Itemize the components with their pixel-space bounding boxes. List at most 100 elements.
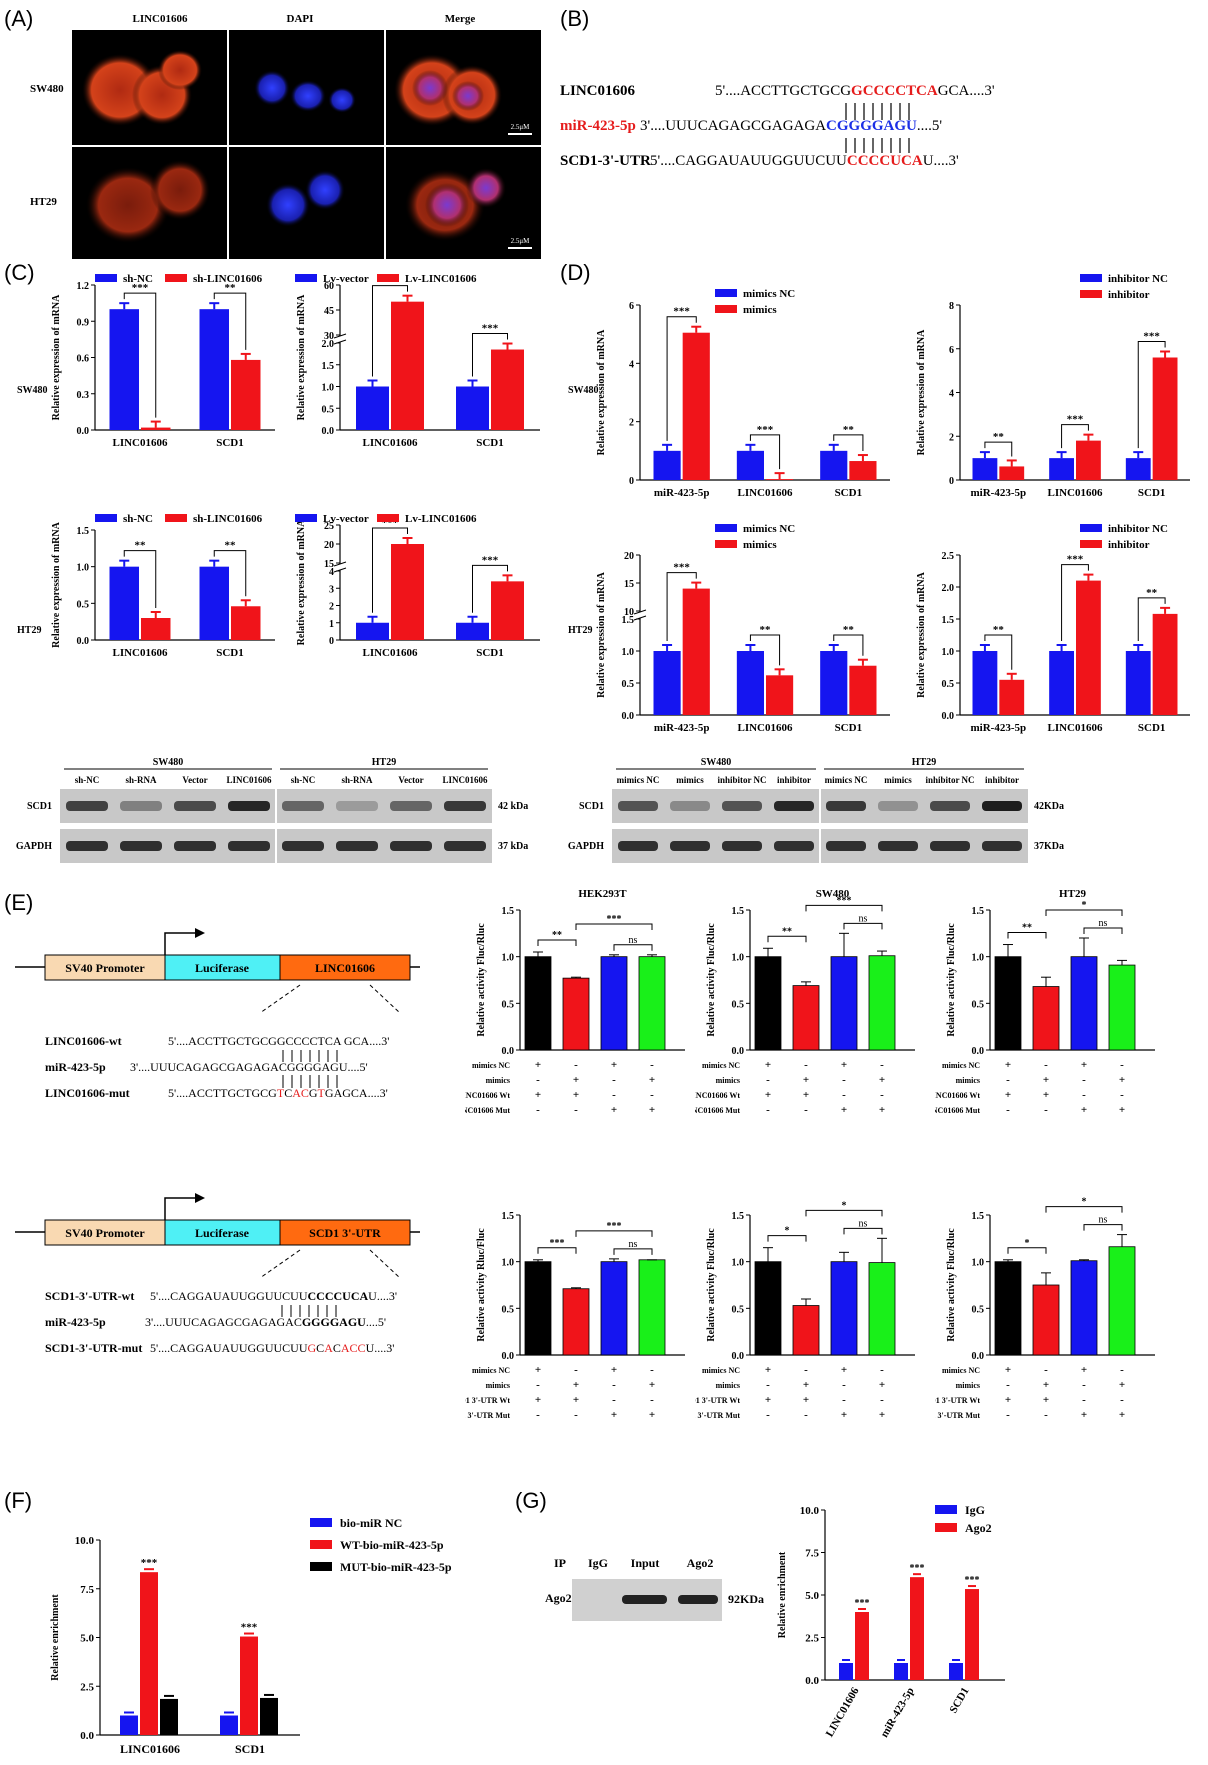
- table-cell: +: [1005, 1364, 1011, 1376]
- x-tick-label: SCD1: [947, 1686, 971, 1716]
- legend-label: bio-miR NC: [340, 1516, 402, 1530]
- table-cell: +: [573, 1394, 579, 1406]
- legend-label: MUT-bio-miR-423-5p: [340, 1560, 452, 1574]
- y-tick-label: 0.5: [732, 1304, 745, 1315]
- panel-label-c: (C): [4, 260, 35, 285]
- table-row-label: SCD1 3'-UTR Wt: [695, 1396, 740, 1405]
- legend-swatch: [1080, 290, 1102, 298]
- table-cell: -: [612, 1074, 616, 1086]
- table-cell: -: [612, 1379, 616, 1391]
- blot-band: [282, 801, 324, 811]
- seq-row-text: 5'....ACCTTGCTGCGGCCCCTCA GCA....3': [168, 1034, 389, 1048]
- blot-band: [670, 801, 710, 811]
- blot-group-label: HT29: [912, 757, 936, 768]
- bar: [562, 977, 590, 1051]
- seq-row-label: SCD1-3'-UTR-wt: [45, 1289, 134, 1303]
- table-cell: -: [574, 1409, 578, 1421]
- y-tick-label: 0.5: [972, 999, 985, 1010]
- sequence-text: 5'....ACCTTGCTGCGGCCCCTCAGCA....3': [715, 83, 995, 99]
- chart-c4: Relative expression of mRNA 0 1 2 3 415 20 25 **…: [295, 513, 540, 659]
- table-cell: +: [1005, 1089, 1011, 1101]
- bar: [199, 566, 229, 640]
- blot-band: [444, 801, 486, 811]
- table-cell: +: [1119, 1104, 1125, 1116]
- table-cell: +: [535, 1394, 541, 1406]
- table-cell: -: [880, 1394, 884, 1406]
- table-cell: +: [803, 1089, 809, 1101]
- sig-label: **: [1146, 587, 1158, 599]
- y-tick-label: 1.0: [622, 647, 635, 658]
- y-tick-label: 1.5: [732, 1211, 745, 1222]
- chart-title: HEK293T: [578, 888, 627, 900]
- table-row-label: mimics NC: [472, 1366, 510, 1375]
- y-tick-label: 1.5: [502, 1211, 515, 1222]
- table-cell: -: [1044, 1059, 1048, 1071]
- chart-g: Relative enrichment 0.0 2.5 5.0 7.5 10.0 *** LI…: [777, 1503, 1005, 1740]
- sig-bracket: [1061, 424, 1089, 449]
- y-tick-label: 20: [624, 551, 634, 562]
- blot-lane-label: LINC01606: [226, 775, 272, 785]
- table-cell: -: [536, 1379, 540, 1391]
- table-row-label: LINC01606 Mut: [695, 1106, 740, 1115]
- axis-break: [333, 567, 347, 573]
- sig-label: **: [843, 424, 855, 436]
- y-tick-label: 2.5: [805, 1633, 819, 1645]
- table-cell: +: [1005, 1394, 1011, 1406]
- seq-part: GCCCCTCA: [851, 83, 938, 99]
- seq-part: CCCCUCA: [308, 1289, 369, 1303]
- insert-box: [279, 1219, 411, 1246]
- table-cell: -: [1044, 1409, 1048, 1421]
- y-tick-label: 0.0: [942, 711, 955, 722]
- bar: [260, 1697, 278, 1735]
- table-cell: -: [842, 1394, 846, 1406]
- sig-label: ***: [837, 895, 852, 906]
- bar: [910, 1577, 924, 1680]
- sig-bracket: [537, 1247, 577, 1254]
- y-tick-label: 0.0: [77, 426, 90, 437]
- axis-break: [333, 339, 347, 345]
- legend-label: sh-NC: [123, 273, 153, 285]
- table-cell: +: [765, 1089, 771, 1101]
- sig-bracket: [833, 434, 864, 452]
- bar: [972, 651, 998, 715]
- seq-part: G: [308, 1341, 317, 1355]
- y-tick-label: 1.0: [502, 1258, 515, 1269]
- bar: [830, 956, 858, 1051]
- sig-label: *: [842, 1200, 847, 1211]
- sig-bracket: [843, 922, 883, 930]
- table-cell: +: [573, 1379, 579, 1391]
- blot-row-label: SCD1: [579, 801, 604, 812]
- bar: [562, 1288, 590, 1356]
- seq-row-text: 3'....UUUCAGAGCGAGAGACGGGGAGU....5': [130, 1060, 368, 1074]
- y-tick-label: 2.0: [942, 583, 955, 594]
- y-axis-label: Relative expression of mRNA: [596, 571, 607, 697]
- bar: [766, 479, 794, 480]
- sig-bracket: [1137, 597, 1166, 641]
- blot-lane-label: inhibitor NC: [925, 775, 974, 785]
- bar: [820, 651, 848, 715]
- chart-e1: HEK293T Relative activity Fluc/Rluc 0.0 0.5…: [465, 888, 685, 1116]
- sig-bracket: [472, 333, 508, 377]
- sig-bracket: [767, 935, 807, 943]
- sig-label: ***: [132, 282, 149, 294]
- legend-label: sh-LINC01606: [193, 273, 263, 285]
- sig-label: ns: [859, 1218, 868, 1229]
- table-cell: -: [804, 1409, 808, 1421]
- sig-bracket: [767, 1235, 807, 1242]
- table-row-label: LINC01606 Wt: [465, 1091, 510, 1100]
- promoter-box: [44, 954, 166, 981]
- y-tick-label: 5.0: [805, 1590, 819, 1602]
- y-tick-label: 45: [324, 306, 334, 317]
- bar: [1032, 1284, 1060, 1356]
- bar: [356, 622, 389, 640]
- blot-band: [120, 841, 162, 851]
- bar: [1049, 458, 1074, 480]
- legend-swatch: [95, 274, 117, 282]
- sig-bracket: [613, 1248, 653, 1255]
- sig-label: *: [1025, 1238, 1030, 1249]
- y-axis-label: Relative activity Fluc/Rluc: [706, 923, 717, 1037]
- sig-label: **: [760, 624, 772, 636]
- y-tick-label: 20: [324, 540, 334, 551]
- bar: [141, 427, 171, 430]
- seq-part: 5'....ACCTTGCTGCG: [168, 1086, 277, 1100]
